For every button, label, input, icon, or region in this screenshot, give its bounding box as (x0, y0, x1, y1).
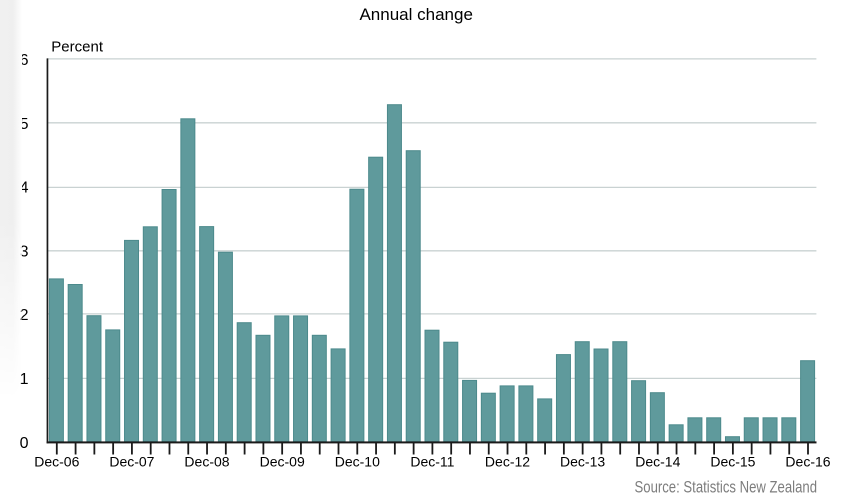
svg-text:Dec-15: Dec-15 (710, 453, 755, 469)
svg-text:Dec-14: Dec-14 (635, 453, 680, 469)
svg-text:Dec-08: Dec-08 (184, 453, 229, 469)
svg-text:Dec-12: Dec-12 (485, 453, 530, 469)
svg-text:Dec-06: Dec-06 (34, 453, 79, 469)
svg-text:Dec-10: Dec-10 (335, 453, 380, 469)
svg-text:1: 1 (20, 371, 29, 388)
svg-text:Dec-07: Dec-07 (109, 453, 154, 469)
svg-text:6: 6 (20, 52, 29, 69)
svg-text:5: 5 (20, 116, 29, 133)
svg-text:Annual change: Annual change (359, 5, 472, 24)
svg-text:Dec-13: Dec-13 (560, 453, 605, 469)
svg-text:0: 0 (20, 435, 29, 452)
svg-text:4: 4 (20, 180, 29, 197)
svg-text:Dec-09: Dec-09 (260, 453, 305, 469)
svg-text:3: 3 (20, 243, 29, 260)
svg-text:Source: Statistics New Zealand: Source: Statistics New Zealand (635, 477, 818, 496)
svg-text:2: 2 (20, 307, 29, 324)
svg-text:Dec-11: Dec-11 (410, 453, 454, 469)
svg-text:Dec-16: Dec-16 (785, 453, 830, 469)
svg-text:Percent: Percent (51, 38, 104, 55)
